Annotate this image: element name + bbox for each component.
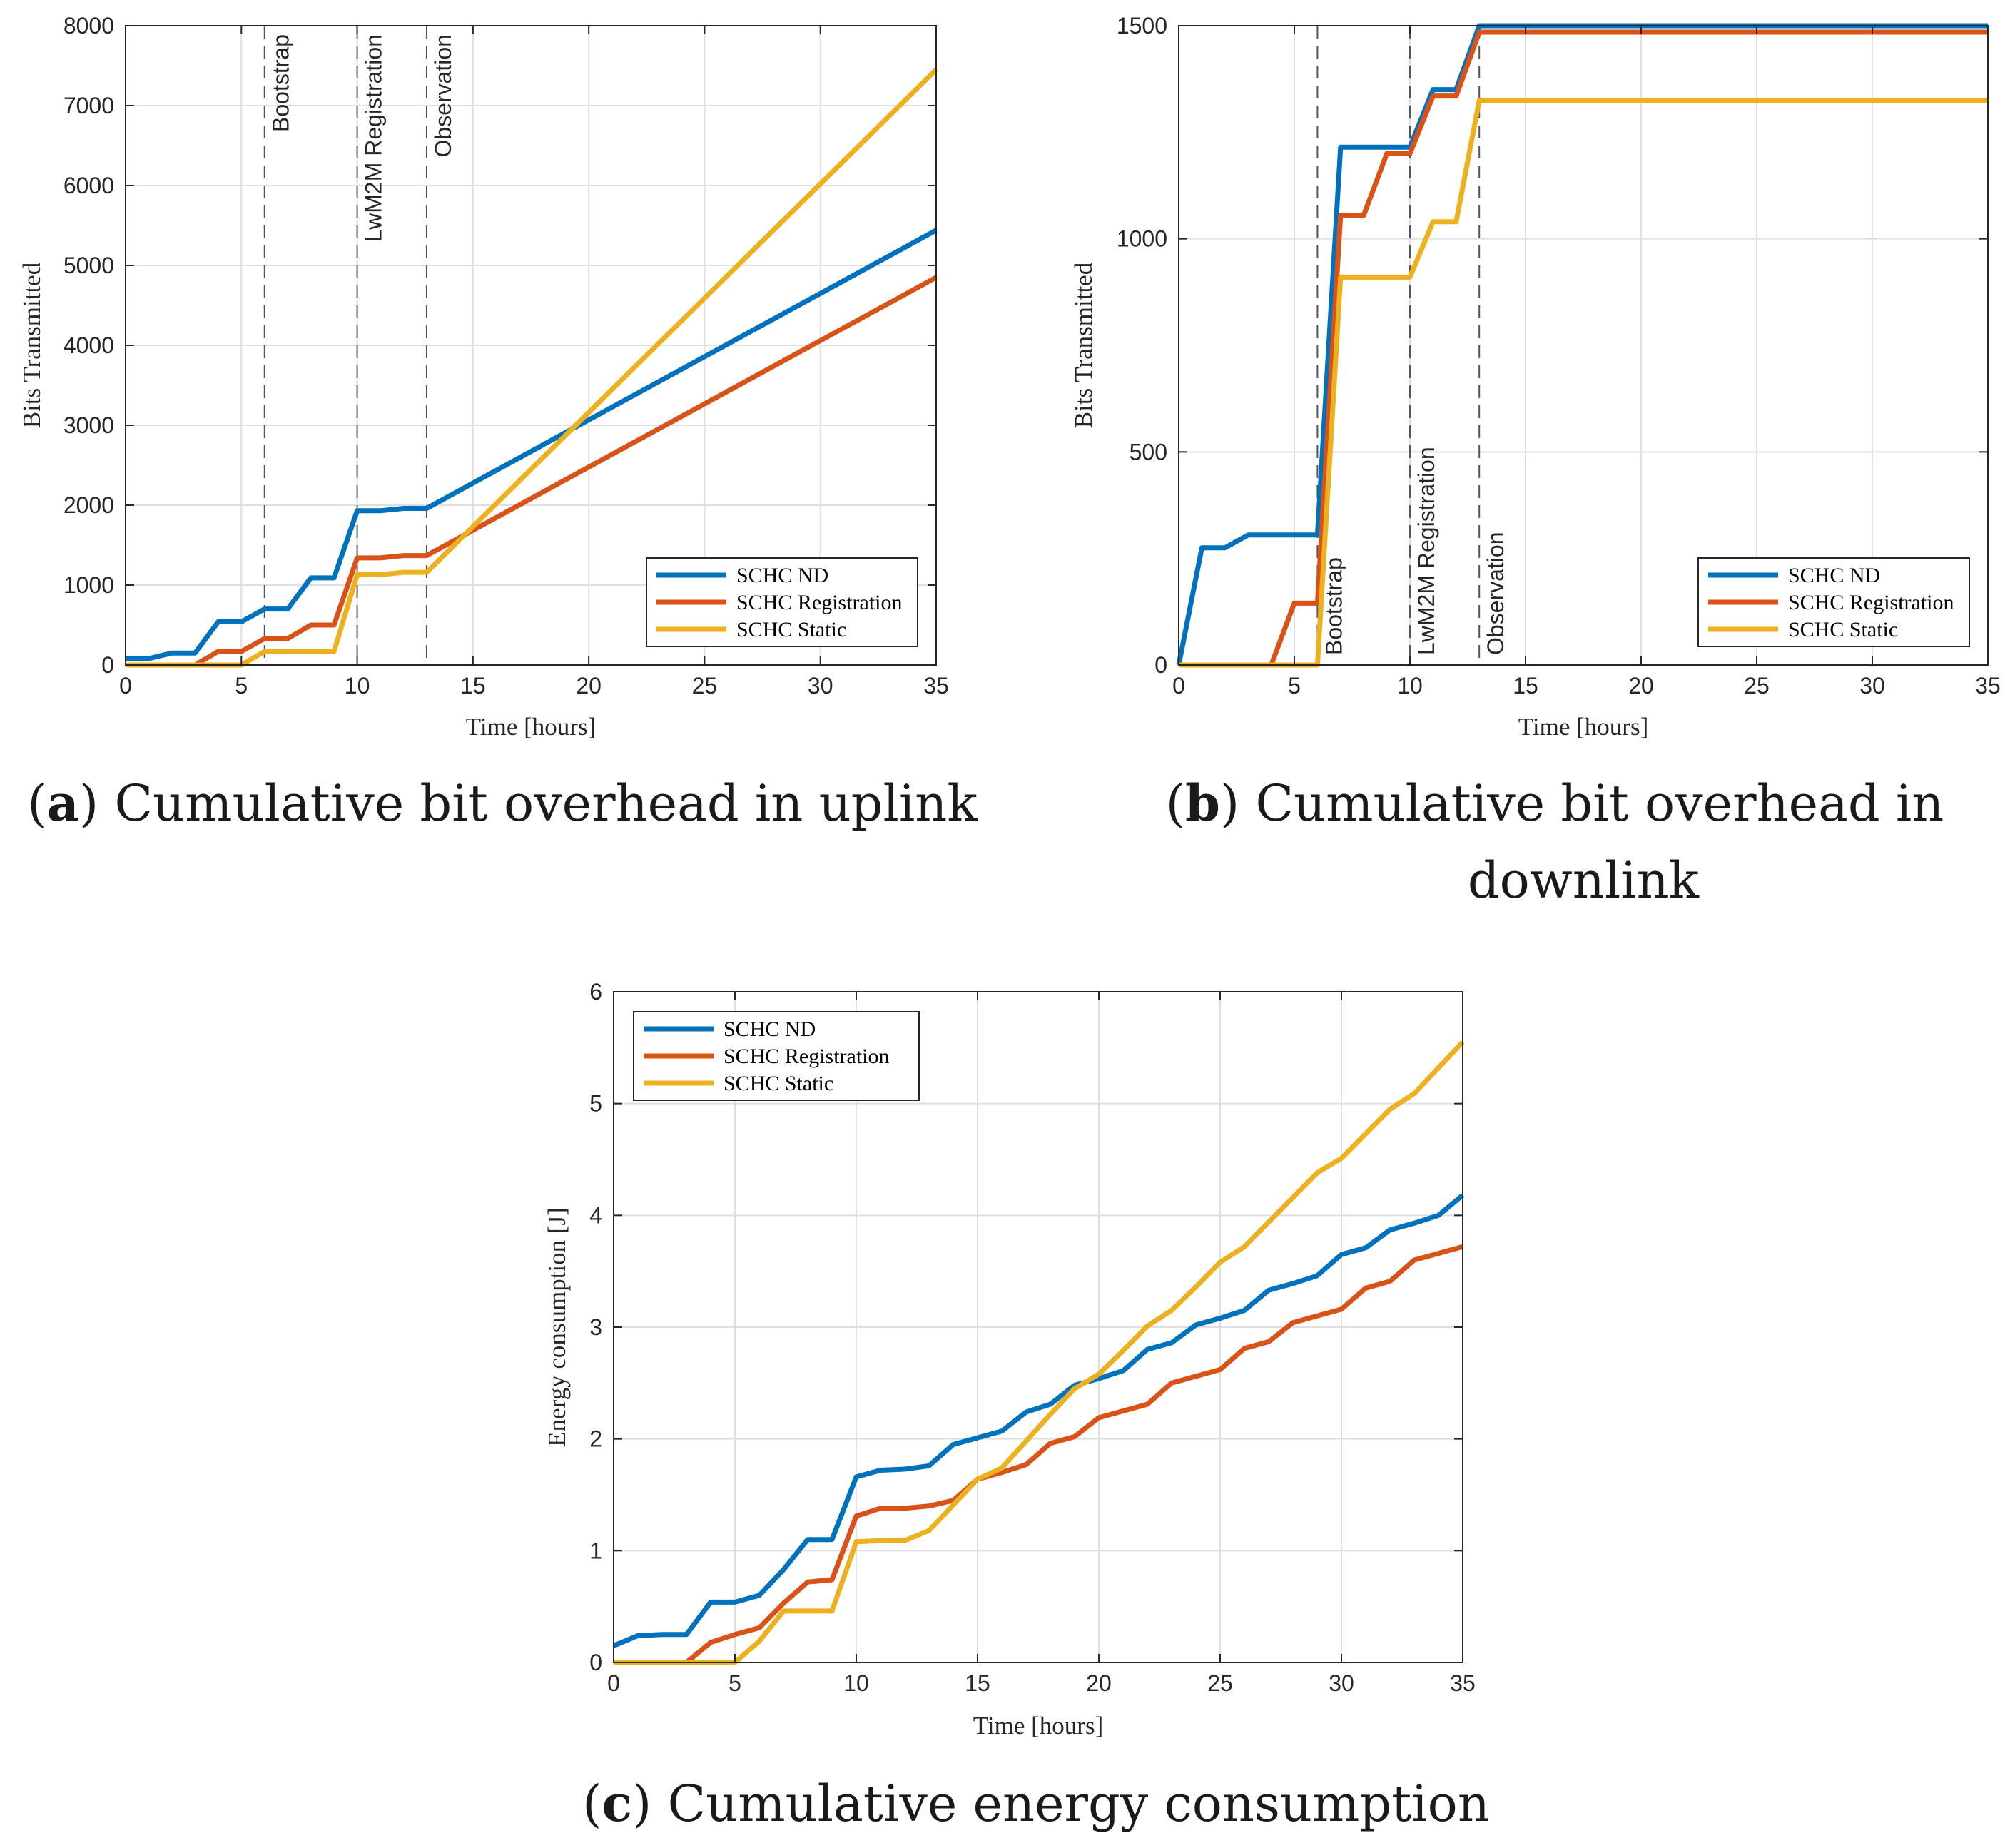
- series-line-schc-registration: [614, 1244, 1463, 1665]
- legend-label: SCHC Static: [1788, 618, 1898, 641]
- x-tick-label: 35: [923, 673, 949, 699]
- y-axis-label: Energy consumption [J]: [543, 1207, 571, 1447]
- caption-paren: (: [27, 774, 46, 833]
- chart-c: 0 5 10 15 20 25 30 35 0 1 2 3 4 5 6 Time [hours] Energy …: [543, 979, 1476, 1740]
- phase-label: LwM2M Registration: [361, 34, 387, 243]
- y-tick-label: 5000: [64, 253, 114, 278]
- caption-text: Cumulative energy consumption: [668, 1775, 1490, 1833]
- y-tick-label: 4000: [64, 332, 114, 358]
- series-line-schc-registration: [1179, 29, 1988, 668]
- x-tick-label: 5: [1288, 673, 1301, 699]
- x-tick-label: 25: [1744, 673, 1770, 699]
- phase-label: Observation: [430, 34, 456, 158]
- x-tick-label: 25: [692, 673, 718, 699]
- caption-paren: ): [79, 774, 115, 833]
- y-tick-label: 500: [1130, 439, 1167, 464]
- legend-label: SCHC Static: [724, 1072, 833, 1095]
- caption-paren: ): [1220, 774, 1256, 833]
- x-tick-label: 15: [965, 1670, 990, 1696]
- y-tick-label: 3000: [64, 412, 114, 438]
- caption-paren: ): [632, 1775, 668, 1833]
- y-tick-label: 1500: [1117, 13, 1167, 39]
- legend-label: SCHC Registration: [736, 591, 903, 614]
- y-tick-label: 4: [589, 1202, 602, 1228]
- phase-label: LwM2M Registration: [1413, 447, 1439, 655]
- x-axis-label: Time [hours]: [1518, 713, 1648, 741]
- legend-label: SCHC ND: [736, 564, 828, 587]
- x-tick-label: 10: [345, 673, 370, 699]
- y-tick-label: 6: [589, 979, 602, 1005]
- phase-label: Bootstrap: [268, 34, 294, 132]
- x-tick-label: 5: [235, 673, 248, 699]
- caption-text: Cumulative bit overhead in: [1255, 774, 1944, 833]
- series-line-schc-static: [614, 1040, 1465, 1665]
- legend-label: SCHC Registration: [724, 1045, 890, 1068]
- series-line-schc-static: [126, 68, 938, 668]
- x-tick-label: 5: [729, 1670, 741, 1696]
- legend-label: SCHC Registration: [1788, 591, 1954, 614]
- y-tick-label: 7000: [64, 93, 114, 118]
- y-tick-label: 5: [589, 1091, 602, 1117]
- y-axis-label: Bits Transmitted: [1070, 262, 1097, 428]
- x-tick-label: 20: [576, 673, 602, 699]
- caption-letter: a: [47, 773, 79, 833]
- caption-paren: (: [1166, 774, 1185, 833]
- x-tick-label: 0: [119, 673, 132, 699]
- legend-label: SCHC ND: [1788, 564, 1880, 587]
- y-axis-label: Bits Transmitted: [18, 262, 46, 428]
- y-tick-label: 1000: [1117, 226, 1167, 252]
- x-tick-label: 25: [1207, 1670, 1233, 1696]
- x-tick-label: 20: [1086, 1670, 1112, 1696]
- axes-box: [1178, 25, 1989, 666]
- y-tick-label: 0: [101, 652, 114, 678]
- x-tick-label: 0: [607, 1670, 620, 1696]
- captions: (a) Cumulative bit overhead in uplink (b)…: [27, 773, 1944, 1833]
- x-axis-label: Time [hours]: [466, 713, 596, 741]
- caption-text: Cumulative bit overhead in uplink: [114, 774, 978, 833]
- series-line-schc-nd: [126, 228, 938, 661]
- x-tick-label: 30: [808, 673, 833, 699]
- x-tick-label: 30: [1859, 673, 1885, 699]
- caption-b: (b) Cumulative bit overhead in: [1166, 773, 1944, 833]
- x-tick-label: 35: [1975, 673, 2001, 699]
- y-tick-label: 2: [589, 1426, 602, 1452]
- x-tick-label: 20: [1628, 673, 1654, 699]
- x-tick-label: 10: [1397, 673, 1423, 699]
- phase-label: Observation: [1483, 532, 1508, 655]
- y-tick-label: 3: [589, 1314, 602, 1340]
- x-tick-label: 30: [1329, 1670, 1354, 1696]
- x-tick-label: 0: [1172, 673, 1185, 699]
- x-tick-label: 35: [1450, 1670, 1476, 1696]
- x-tick-label: 15: [460, 673, 486, 699]
- y-tick-label: 0: [1154, 652, 1167, 678]
- y-tick-label: 1: [589, 1538, 602, 1563]
- y-tick-label: 8000: [64, 13, 114, 39]
- y-tick-label: 2000: [64, 492, 114, 518]
- caption-letter: b: [1185, 773, 1220, 833]
- series-line-schc-registration: [126, 275, 938, 668]
- legend-label: SCHC ND: [724, 1017, 816, 1041]
- series-line-schc-static: [1179, 98, 1988, 668]
- chart-a: Bootstrap LwM2M Registration Observation 0 5…: [18, 13, 949, 741]
- x-tick-label: 10: [843, 1670, 869, 1696]
- caption-paren: (: [582, 1775, 602, 1833]
- y-tick-label: 1000: [64, 572, 114, 598]
- y-tick-label: 6000: [64, 173, 114, 198]
- x-tick-label: 15: [1513, 673, 1538, 699]
- caption-c: (c) Cumulative energy consumption: [582, 1774, 1490, 1833]
- y-tick-label: 0: [589, 1650, 602, 1675]
- series-line-schc-nd: [612, 1193, 1465, 1648]
- caption-a: (a) Cumulative bit overhead in uplink: [27, 773, 978, 833]
- caption-b-line2: downlink: [1468, 851, 1700, 910]
- x-axis-label: Time [hours]: [973, 1712, 1103, 1740]
- caption-letter: c: [602, 1774, 632, 1833]
- legend-label: SCHC Static: [736, 618, 846, 641]
